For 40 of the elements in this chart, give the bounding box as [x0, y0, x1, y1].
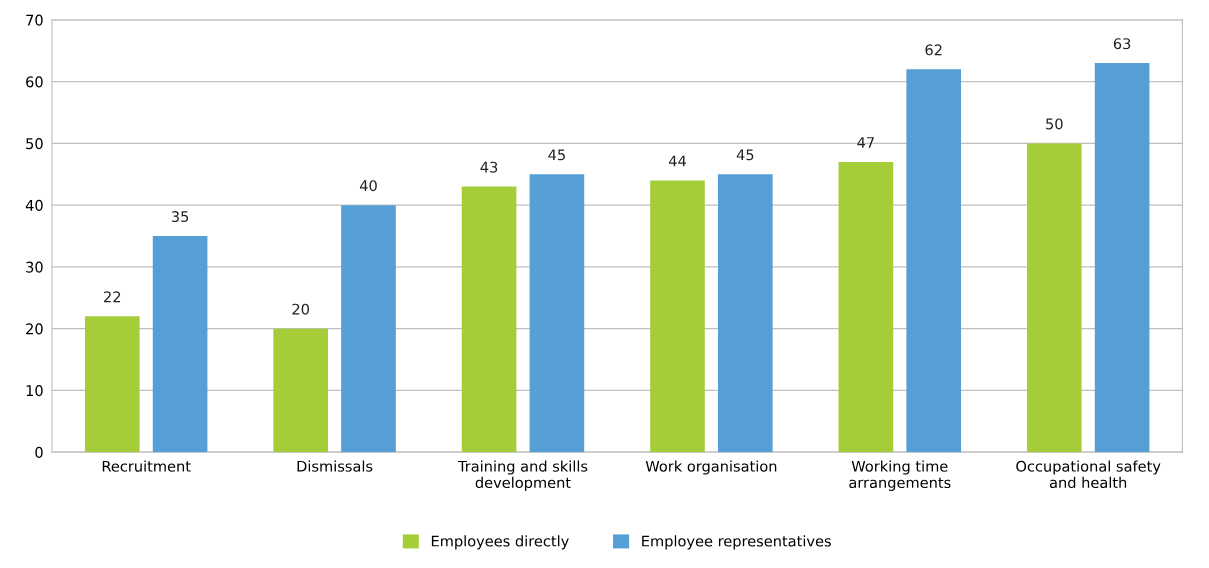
x-tick-label: Dismissals — [297, 460, 373, 472]
data-label: 20 — [292, 303, 309, 315]
legend-label: Employee representatives — [642, 535, 831, 550]
bar — [650, 180, 705, 453]
data-label: 22 — [104, 291, 121, 303]
data-label: 43 — [480, 161, 498, 173]
data-label: 40 — [359, 180, 377, 192]
bar — [1094, 63, 1150, 453]
data-label: 50 — [1046, 118, 1063, 130]
y-tick-label: 10 — [26, 385, 43, 397]
y-tick-label: 20 — [26, 323, 43, 335]
y-tick-label: 70 — [26, 14, 43, 26]
y-tick-label: 60 — [26, 76, 43, 88]
bar — [273, 328, 328, 453]
x-tick-label: Work organisation — [645, 460, 777, 475]
x-tick-label: Training and skills development — [457, 460, 588, 491]
bar — [1026, 143, 1082, 453]
data-label: 35 — [171, 211, 189, 223]
bar — [838, 161, 894, 453]
data-label: 63 — [1113, 38, 1131, 50]
x-tick-label: Occupational safety and health — [1016, 460, 1161, 489]
data-label: 47 — [857, 137, 874, 148]
x-tick-label: Working time arrangements — [849, 460, 951, 491]
y-tick-label: 0 — [35, 446, 43, 458]
data-label: 45 — [548, 149, 565, 161]
data-label: 62 — [925, 44, 942, 56]
bar — [529, 174, 585, 453]
bar — [906, 69, 962, 453]
y-tick-label: 50 — [26, 138, 43, 150]
bar — [84, 316, 140, 453]
legend-label: Employees directly — [431, 535, 569, 550]
x-tick-label: Recruitment — [102, 460, 191, 472]
bar — [152, 236, 208, 453]
bar — [461, 186, 517, 453]
bar — [717, 174, 773, 453]
data-label: 44 — [668, 155, 686, 167]
data-label: 45 — [736, 149, 754, 161]
bar — [341, 205, 396, 453]
y-tick-label: 30 — [26, 261, 43, 273]
y-tick-label: 40 — [25, 199, 43, 211]
